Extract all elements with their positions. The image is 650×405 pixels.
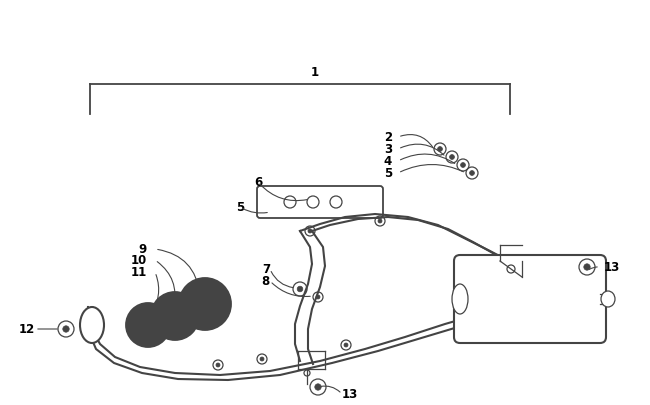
Circle shape bbox=[315, 384, 321, 390]
Ellipse shape bbox=[452, 284, 468, 314]
Circle shape bbox=[469, 171, 474, 176]
Circle shape bbox=[461, 163, 465, 168]
Text: 8: 8 bbox=[262, 275, 270, 288]
Circle shape bbox=[584, 264, 590, 271]
Text: 9: 9 bbox=[138, 243, 147, 256]
Text: 13: 13 bbox=[342, 388, 358, 401]
Text: 5: 5 bbox=[384, 167, 392, 180]
Text: 2: 2 bbox=[384, 131, 392, 144]
Text: 6: 6 bbox=[254, 176, 262, 189]
Circle shape bbox=[216, 363, 220, 367]
Circle shape bbox=[151, 292, 199, 340]
Text: 3: 3 bbox=[384, 143, 392, 156]
Text: 5: 5 bbox=[236, 201, 244, 214]
Circle shape bbox=[135, 312, 161, 338]
Ellipse shape bbox=[80, 307, 104, 343]
Circle shape bbox=[308, 230, 312, 233]
FancyBboxPatch shape bbox=[257, 187, 383, 218]
Circle shape bbox=[126, 303, 170, 347]
Circle shape bbox=[161, 302, 189, 330]
Text: 11: 11 bbox=[131, 266, 147, 279]
Circle shape bbox=[297, 286, 303, 292]
Circle shape bbox=[344, 343, 348, 347]
Circle shape bbox=[378, 220, 382, 224]
Text: 13: 13 bbox=[604, 261, 620, 274]
Text: 4: 4 bbox=[384, 155, 392, 168]
Text: 10: 10 bbox=[131, 254, 147, 267]
FancyBboxPatch shape bbox=[454, 256, 606, 343]
Circle shape bbox=[260, 357, 264, 361]
Circle shape bbox=[63, 326, 69, 333]
Ellipse shape bbox=[601, 291, 615, 307]
Circle shape bbox=[450, 155, 454, 160]
Circle shape bbox=[179, 278, 231, 330]
Circle shape bbox=[437, 147, 443, 152]
Circle shape bbox=[316, 295, 320, 299]
Text: 7: 7 bbox=[262, 263, 270, 276]
Text: 12: 12 bbox=[19, 323, 35, 336]
Text: 1: 1 bbox=[311, 65, 319, 78]
Circle shape bbox=[190, 289, 220, 319]
